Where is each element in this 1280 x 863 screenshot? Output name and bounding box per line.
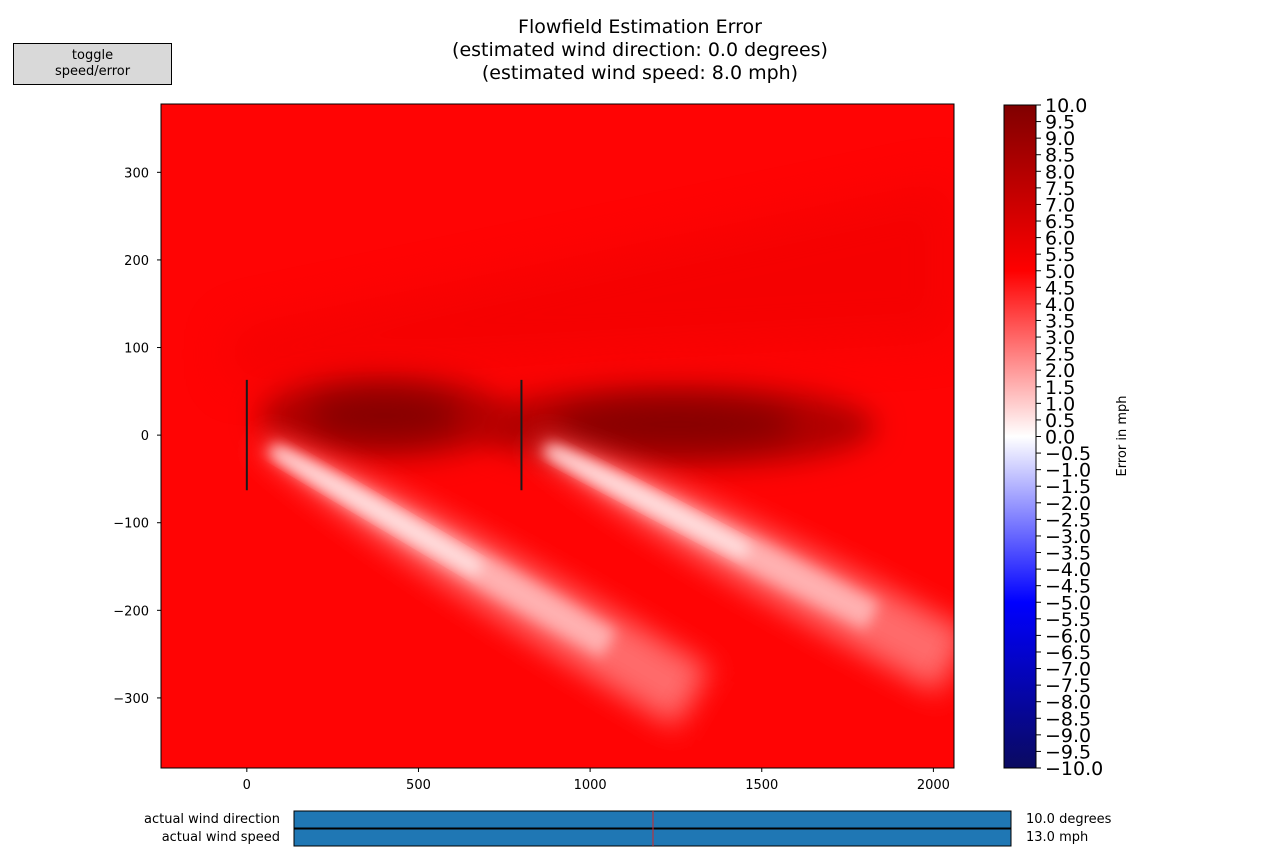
low-error-streak-layer: [260, 438, 954, 728]
colorbar-tick-label: −0.5: [1045, 443, 1091, 465]
slider-direction-label: actual wind direction: [144, 812, 280, 827]
colorbar-tick-label: 5.5: [1045, 244, 1075, 266]
x-tick-label: 500: [406, 778, 431, 793]
colorbar: [1003, 104, 1037, 769]
colorbar-tick-label: −4.5: [1045, 576, 1091, 598]
colorbar-tick-label: 6.5: [1045, 211, 1075, 233]
heatmap-field: [161, 104, 954, 768]
colorbar-tick-label: 2.0: [1045, 360, 1075, 382]
y-tick-label: 0: [141, 429, 149, 444]
streak-core: [549, 447, 751, 558]
x-tick-label: 0: [243, 778, 251, 793]
colorbar-tick-label: −8.0: [1045, 692, 1091, 714]
chart-subtitle-speed: (estimated wind speed: 8.0 mph): [482, 62, 798, 84]
y-tick-label: −100: [113, 517, 149, 532]
colorbar-tick-label: 5.0: [1045, 261, 1075, 283]
colorbar-tick-label: −5.5: [1045, 609, 1091, 631]
colorbar-tick-label: −4.0: [1045, 559, 1091, 581]
y-tick-label: 300: [124, 166, 149, 181]
slider-speed-label: actual wind speed: [162, 830, 280, 845]
slider-wind-direction[interactable]: actual wind direction 10.0 degrees: [144, 810, 1112, 829]
x-tick-label: 1000: [574, 778, 607, 793]
colorbar-tick-label: −1.5: [1045, 476, 1091, 498]
upper-dark-band: [230, 180, 954, 380]
colorbar-tick-label: −2.5: [1045, 509, 1091, 531]
colorbar-tick-label: 2.5: [1045, 344, 1075, 366]
y-tick-label: −300: [113, 692, 149, 707]
wake-deficit-core: [555, 402, 796, 447]
colorbar-tick-label: 6.0: [1045, 228, 1075, 250]
y-tick-label: 200: [124, 254, 149, 269]
y-tick-label: 100: [124, 342, 149, 357]
colorbar-tick-label: 8.5: [1045, 145, 1075, 167]
colorbar-tick-label: −3.5: [1045, 543, 1091, 565]
toggle-speed-error-button[interactable]: toggle speed/error: [13, 43, 172, 85]
colorbar-ticks: 10.09.59.08.58.07.57.06.56.05.55.04.54.0…: [1036, 95, 1103, 780]
slider-wind-speed[interactable]: actual wind speed 13.0 mph: [162, 828, 1089, 847]
chart-subtitle-direction: (estimated wind direction: 0.0 degrees): [452, 39, 828, 61]
colorbar-tick-label: 3.0: [1045, 327, 1075, 349]
x-tick-label: 1500: [745, 778, 778, 793]
toggle-button-label: toggle speed/error: [55, 48, 130, 80]
colorbar-tick-label: 7.5: [1045, 178, 1075, 200]
colorbar-tick-label: −5.0: [1045, 592, 1091, 614]
y-axis: 300 200 100 0 −100 −200 −300: [113, 166, 161, 707]
colorbar-tick-label: 10.0: [1045, 95, 1087, 117]
colorbar-tick-label: −3.0: [1045, 526, 1091, 548]
colorbar-tick-label: −6.5: [1045, 642, 1091, 664]
colorbar-tick-label: −8.5: [1045, 708, 1091, 730]
low-error-streak: [535, 438, 954, 693]
colorbar-tick-label: 3.5: [1045, 310, 1075, 332]
toggle-label-line2: speed/error: [54, 64, 131, 79]
colorbar-tick-label: 7.0: [1045, 194, 1075, 216]
colorbar-tick-label: 0.0: [1045, 427, 1075, 449]
colorbar-tick-label: −9.0: [1045, 725, 1091, 747]
colorbar-tick-label: 4.5: [1045, 277, 1075, 299]
chart-title: Flowfield Estimation Error: [518, 16, 762, 38]
colorbar-tick-label: 1.5: [1045, 377, 1075, 399]
plot-frame: [160, 103, 955, 769]
streak-core: [273, 448, 483, 576]
slider-speed-value: 13.0 mph: [1026, 830, 1088, 845]
colorbar-tick-label: −10.0: [1045, 758, 1103, 780]
low-error-streak: [260, 438, 711, 728]
colorbar-tick-label: −1.0: [1045, 460, 1091, 482]
colorbar-tick-label: 8.0: [1045, 161, 1075, 183]
colorbar-label: Error in mph: [1115, 396, 1130, 477]
colorbar-tick-label: 9.0: [1045, 128, 1075, 150]
colorbar-tick-label: 4.0: [1045, 294, 1075, 316]
colorbar-tick-label: −6.0: [1045, 625, 1091, 647]
colorbar-tick-label: 9.5: [1045, 112, 1075, 134]
turbine-layer: [245, 379, 523, 491]
colorbar-tick-label: −7.5: [1045, 675, 1091, 697]
wake-deficit-core: [309, 393, 460, 438]
colorbar-tick-label: −2.0: [1045, 493, 1091, 515]
x-axis: 0 500 1000 1500 2000: [243, 768, 950, 793]
slider-direction-value: 10.0 degrees: [1026, 812, 1112, 827]
colorbar-tick-label: −7.0: [1045, 659, 1091, 681]
y-tick-label: −200: [113, 604, 149, 619]
colorbar-tick-label: −9.5: [1045, 741, 1091, 763]
x-tick-label: 2000: [917, 778, 950, 793]
wake-deficit-layer: [259, 375, 876, 469]
colorbar-tick-label: 1.0: [1045, 393, 1075, 415]
toggle-label-line1: toggle: [71, 48, 114, 63]
colorbar-tick-label: 0.5: [1045, 410, 1075, 432]
